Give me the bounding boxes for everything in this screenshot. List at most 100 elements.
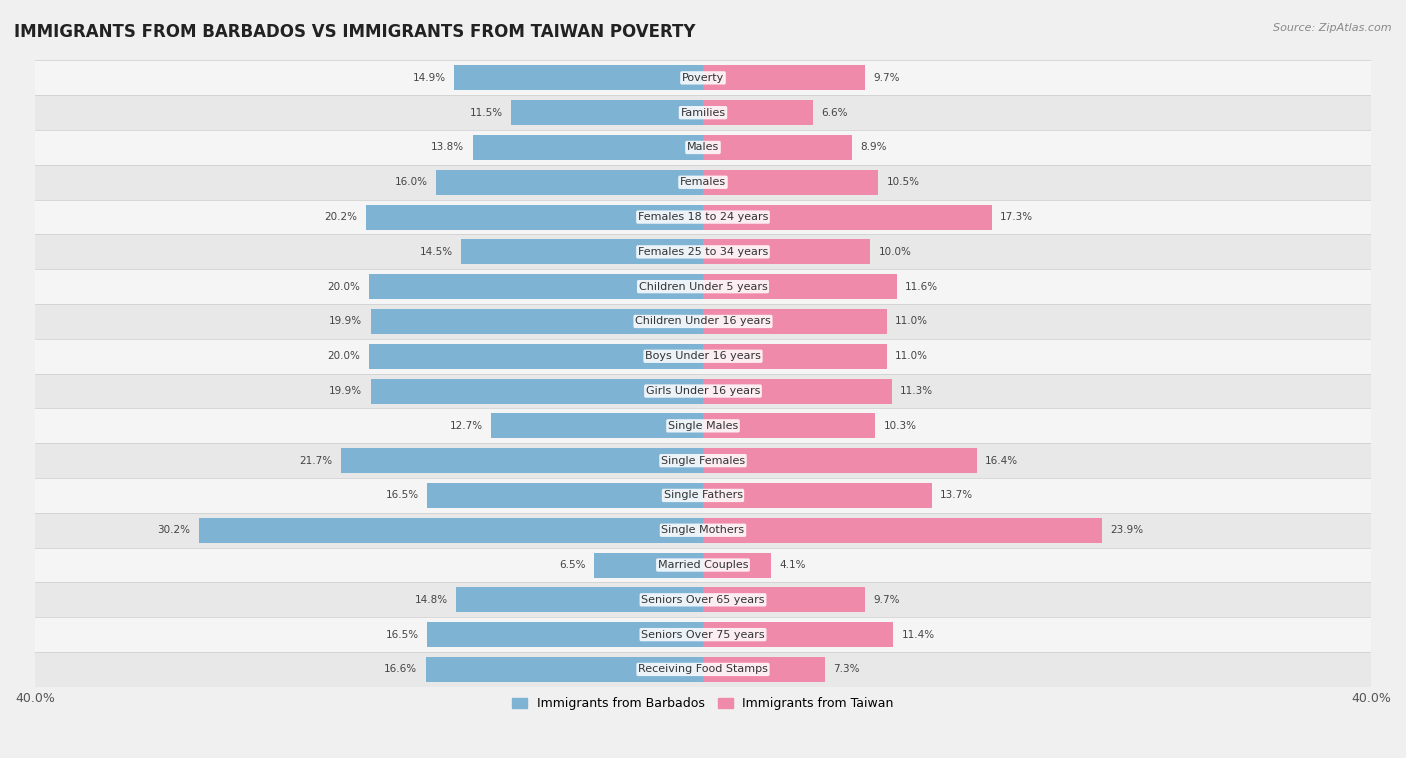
Text: 10.3%: 10.3% bbox=[883, 421, 917, 431]
Bar bbox=[703, 309, 887, 334]
Text: Seniors Over 75 years: Seniors Over 75 years bbox=[641, 630, 765, 640]
Text: 12.7%: 12.7% bbox=[450, 421, 482, 431]
Bar bbox=[35, 96, 1371, 130]
Bar bbox=[35, 547, 1371, 582]
Bar bbox=[35, 234, 1371, 269]
Text: 11.4%: 11.4% bbox=[901, 630, 935, 640]
Bar bbox=[454, 65, 703, 90]
Text: Females 18 to 24 years: Females 18 to 24 years bbox=[638, 212, 768, 222]
Text: 16.5%: 16.5% bbox=[387, 630, 419, 640]
Text: Children Under 16 years: Children Under 16 years bbox=[636, 316, 770, 327]
Text: 10.0%: 10.0% bbox=[879, 247, 911, 257]
Text: 11.5%: 11.5% bbox=[470, 108, 502, 117]
Bar bbox=[703, 448, 977, 473]
Bar bbox=[35, 269, 1371, 304]
Text: 20.0%: 20.0% bbox=[328, 351, 360, 362]
Text: IMMIGRANTS FROM BARBADOS VS IMMIGRANTS FROM TAIWAN POVERTY: IMMIGRANTS FROM BARBADOS VS IMMIGRANTS F… bbox=[14, 23, 696, 41]
Bar bbox=[436, 170, 703, 195]
Bar bbox=[35, 478, 1371, 513]
Text: 11.0%: 11.0% bbox=[896, 351, 928, 362]
Bar bbox=[426, 657, 703, 682]
Text: 9.7%: 9.7% bbox=[873, 73, 900, 83]
Bar bbox=[35, 443, 1371, 478]
Text: 16.0%: 16.0% bbox=[395, 177, 427, 187]
Bar bbox=[703, 240, 870, 265]
Text: Females 25 to 34 years: Females 25 to 34 years bbox=[638, 247, 768, 257]
Text: Single Females: Single Females bbox=[661, 456, 745, 465]
Text: 10.5%: 10.5% bbox=[887, 177, 920, 187]
Bar bbox=[703, 553, 772, 578]
Text: 19.9%: 19.9% bbox=[329, 316, 363, 327]
Text: Receiving Food Stamps: Receiving Food Stamps bbox=[638, 665, 768, 675]
Text: 11.0%: 11.0% bbox=[896, 316, 928, 327]
Bar bbox=[371, 309, 703, 334]
Text: 9.7%: 9.7% bbox=[873, 595, 900, 605]
Bar bbox=[340, 448, 703, 473]
Text: 30.2%: 30.2% bbox=[157, 525, 190, 535]
Text: Families: Families bbox=[681, 108, 725, 117]
Text: 6.6%: 6.6% bbox=[821, 108, 848, 117]
Bar bbox=[368, 274, 703, 299]
Text: 4.1%: 4.1% bbox=[780, 560, 806, 570]
Text: 8.9%: 8.9% bbox=[860, 143, 887, 152]
Text: Males: Males bbox=[688, 143, 718, 152]
Text: 6.5%: 6.5% bbox=[560, 560, 586, 570]
Text: 16.4%: 16.4% bbox=[986, 456, 1018, 465]
Bar bbox=[35, 165, 1371, 199]
Bar bbox=[703, 100, 813, 125]
Text: 11.3%: 11.3% bbox=[900, 386, 934, 396]
Bar bbox=[703, 135, 852, 160]
Text: Children Under 5 years: Children Under 5 years bbox=[638, 282, 768, 292]
Text: 13.7%: 13.7% bbox=[941, 490, 973, 500]
Bar bbox=[35, 617, 1371, 652]
Bar bbox=[35, 61, 1371, 96]
Text: Boys Under 16 years: Boys Under 16 years bbox=[645, 351, 761, 362]
Text: Girls Under 16 years: Girls Under 16 years bbox=[645, 386, 761, 396]
Text: 7.3%: 7.3% bbox=[834, 665, 860, 675]
Bar bbox=[703, 587, 865, 612]
Bar bbox=[35, 374, 1371, 409]
Bar bbox=[368, 343, 703, 369]
Bar bbox=[35, 652, 1371, 687]
Bar bbox=[703, 378, 891, 403]
Bar bbox=[703, 343, 887, 369]
Bar bbox=[703, 518, 1102, 543]
Text: 14.9%: 14.9% bbox=[413, 73, 446, 83]
Bar bbox=[427, 483, 703, 508]
Text: 23.9%: 23.9% bbox=[1111, 525, 1143, 535]
Bar bbox=[703, 483, 932, 508]
Bar bbox=[703, 205, 993, 230]
Text: 11.6%: 11.6% bbox=[905, 282, 938, 292]
Text: 21.7%: 21.7% bbox=[299, 456, 332, 465]
Text: Females: Females bbox=[681, 177, 725, 187]
Bar bbox=[35, 513, 1371, 547]
Bar bbox=[35, 304, 1371, 339]
Text: 16.5%: 16.5% bbox=[387, 490, 419, 500]
Legend: Immigrants from Barbados, Immigrants from Taiwan: Immigrants from Barbados, Immigrants fro… bbox=[508, 692, 898, 715]
Text: Source: ZipAtlas.com: Source: ZipAtlas.com bbox=[1274, 23, 1392, 33]
Text: 14.5%: 14.5% bbox=[419, 247, 453, 257]
Bar bbox=[703, 274, 897, 299]
Bar bbox=[703, 65, 865, 90]
Bar bbox=[35, 339, 1371, 374]
Bar bbox=[703, 413, 875, 438]
Text: 17.3%: 17.3% bbox=[1000, 212, 1033, 222]
Bar bbox=[35, 409, 1371, 443]
Bar bbox=[35, 582, 1371, 617]
Text: Married Couples: Married Couples bbox=[658, 560, 748, 570]
Text: Single Mothers: Single Mothers bbox=[661, 525, 745, 535]
Bar bbox=[595, 553, 703, 578]
Bar bbox=[35, 130, 1371, 165]
Text: 20.0%: 20.0% bbox=[328, 282, 360, 292]
Text: Single Males: Single Males bbox=[668, 421, 738, 431]
Bar bbox=[456, 587, 703, 612]
Text: 19.9%: 19.9% bbox=[329, 386, 363, 396]
Text: Single Fathers: Single Fathers bbox=[664, 490, 742, 500]
Bar bbox=[198, 518, 703, 543]
Bar bbox=[461, 240, 703, 265]
Bar bbox=[703, 657, 825, 682]
Text: 16.6%: 16.6% bbox=[384, 665, 418, 675]
Text: 14.8%: 14.8% bbox=[415, 595, 447, 605]
Bar bbox=[427, 622, 703, 647]
Text: Seniors Over 65 years: Seniors Over 65 years bbox=[641, 595, 765, 605]
